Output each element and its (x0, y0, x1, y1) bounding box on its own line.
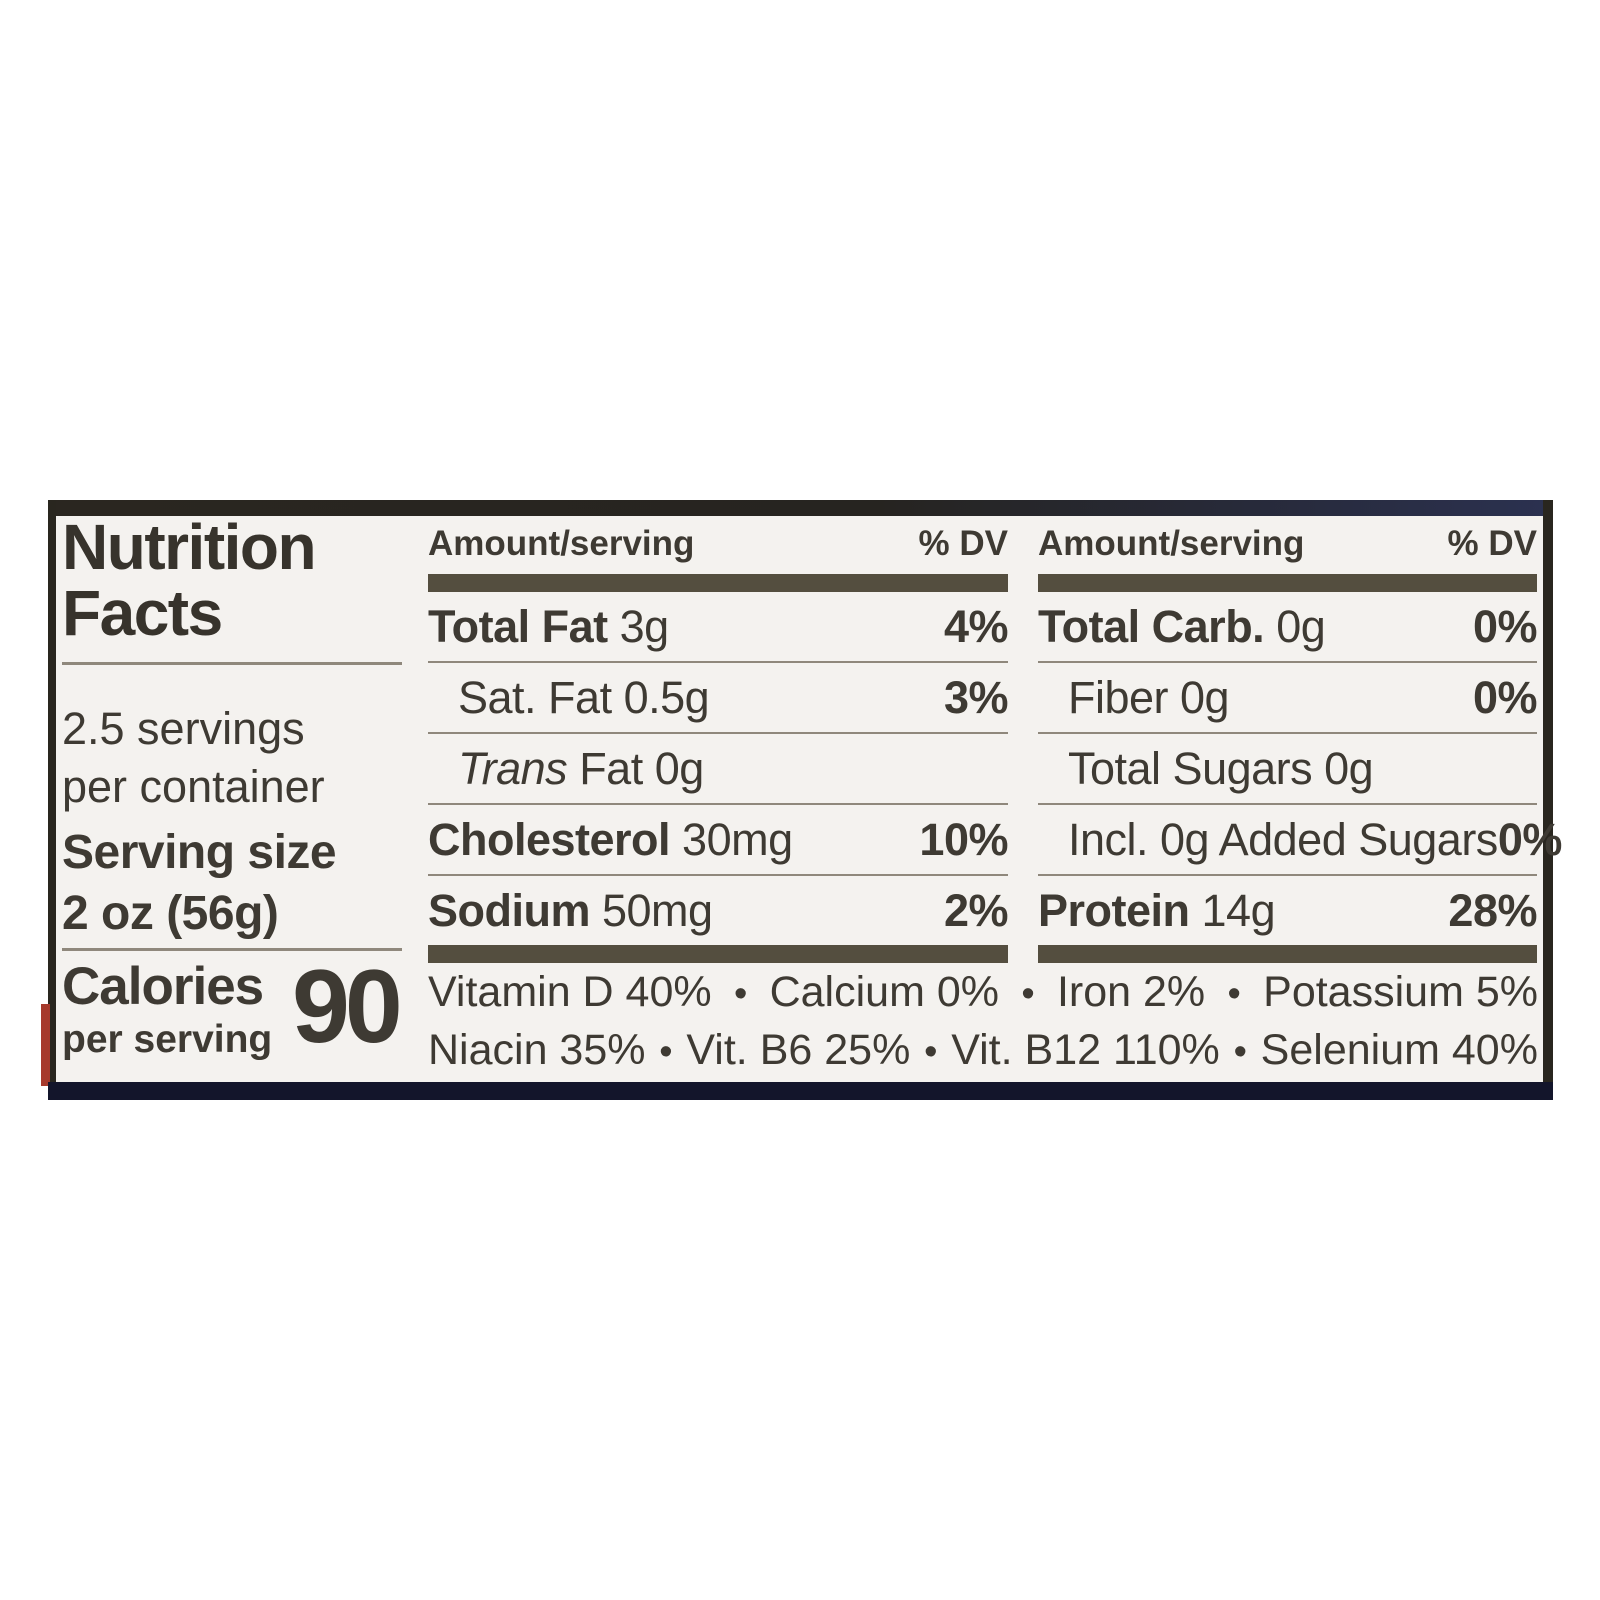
servings-count: 2.5 servings (62, 703, 305, 754)
nutrient-row-cholesterol: Cholesterol 30mg 10% (428, 805, 1008, 876)
nutrient-row-total-sugars: Total Sugars 0g (1038, 734, 1537, 805)
nutrient-name-bold: Total Fat (428, 600, 608, 652)
nutrient-row-added-sugars: Incl. 0g Added Sugars 0% (1038, 805, 1562, 876)
micronutrients-line2: Niacin 35% • Vit. B6 25% • Vit. B12 110%… (428, 1026, 1538, 1084)
label-edge-red-accent (41, 1004, 50, 1086)
bullet-separator: • (924, 1031, 938, 1073)
nutrient-dv: 28% (1448, 884, 1537, 936)
micronutrient-item: Vit. B6 25% (686, 1026, 911, 1074)
nutrient-name: Incl. 0g Added Sugars (1038, 814, 1498, 866)
nutrient-dv: 0% (1472, 600, 1538, 652)
label-title-line2: Facts (62, 577, 223, 649)
column1-bottom-bar (428, 945, 1008, 963)
column1-header-amount: Amount/serving (428, 524, 695, 563)
title-divider-rule (62, 662, 402, 665)
label-title: Nutrition Facts (62, 511, 317, 649)
column2-bottom-bar (1038, 945, 1537, 963)
nutrient-name-italic: Trans (458, 742, 568, 794)
nutrient-name-bold: Protein (1038, 884, 1190, 936)
nutrient-row-total-fat: Total Fat 3g 4% (428, 592, 1009, 663)
nutrient-row-protein: Protein 14g 28% (1038, 876, 1537, 945)
nutrient-dv: 10% (919, 813, 1008, 865)
micronutrient-item: Potassium 5% (1263, 968, 1538, 1016)
bullet-separator: • (659, 1031, 673, 1073)
calories-label: Calories (62, 957, 264, 1016)
nutrient-amount: 50mg (590, 884, 713, 936)
label-left-border (48, 500, 56, 1100)
nutrient-name: Fiber 0g (1038, 671, 1230, 724)
nutrient-amount: 14g (1189, 884, 1276, 936)
nutrient-dv: 4% (943, 600, 1009, 652)
column2-top-bar (1038, 574, 1537, 592)
nutrient-row-sat-fat: Sat. Fat 0.5g 3% (428, 663, 1009, 734)
serving-size: Serving size 2 oz (56g) (62, 822, 337, 944)
nutrient-dv: 2% (943, 884, 1009, 936)
nutrient-name: Total Carb. 0g (1038, 600, 1326, 653)
nutrient-row-trans-fat: Trans Fat 0g (428, 734, 1008, 805)
column1-header-dv: % DV (918, 524, 1008, 563)
nutrition-facts-label: Nutrition Facts 2.5 servings per contain… (41, 500, 1562, 1100)
nutrient-amount: Total Sugars 0g (1068, 742, 1374, 794)
column1-top-bar (428, 574, 1008, 592)
label-right-border (1543, 500, 1553, 1100)
column1-header: Amount/serving % DV (428, 524, 1008, 564)
calories-sublabel: per serving (62, 1018, 273, 1061)
micronutrient-item: Iron 2% (1056, 968, 1206, 1016)
micronutrient-item: Selenium 40% (1260, 1026, 1538, 1074)
nutrient-row-total-carb: Total Carb. 0g 0% (1038, 592, 1538, 663)
nutrient-name: Cholesterol 30mg (428, 814, 793, 866)
nutrient-amount: Fat 0g (567, 742, 704, 794)
nutrient-dv: 3% (943, 671, 1009, 723)
nutrient-amount: 30mg (670, 813, 793, 865)
label-bottom-strip (48, 1082, 1553, 1100)
column2-header: Amount/serving % DV (1038, 524, 1537, 564)
micronutrients-line1: Vitamin D 40% • Calcium 0% • Iron 2% • P… (428, 968, 1538, 1026)
nutrient-name: Sat. Fat 0.5g (428, 671, 710, 724)
nutrient-name: Trans Fat 0g (428, 743, 704, 795)
nutrient-name-bold: Sodium (428, 884, 591, 936)
micronutrient-item: Calcium 0% (769, 968, 999, 1016)
nutrient-row-fiber: Fiber 0g 0% (1038, 663, 1538, 734)
nutrient-name: Protein 14g (1038, 884, 1276, 937)
nutrient-name: Sodium 50mg (428, 885, 713, 937)
nutrient-amount: Sat. Fat 0.5g (458, 671, 710, 723)
label-title-line1: Nutrition (62, 511, 317, 583)
servings-per-container: 2.5 servings per container (62, 700, 325, 816)
micronutrient-item: Vit. B12 110% (951, 1026, 1220, 1074)
serving-size-label: Serving size (62, 826, 337, 879)
bullet-separator: • (733, 973, 748, 1015)
bullet-separator: • (1021, 973, 1035, 1015)
servings-unit: per container (62, 761, 325, 812)
micronutrient-item: Niacin 35% (428, 1026, 646, 1074)
label-top-border (48, 500, 1553, 516)
nutrient-row-sodium: Sodium 50mg 2% (428, 876, 1009, 945)
nutrient-amount: Fiber 0g (1068, 671, 1230, 723)
serving-size-value: 2 oz (56g) (62, 887, 279, 940)
column2-rows: Total Carb. 0g 0% Fiber 0g 0% Total Suga… (1038, 592, 1562, 945)
column1-rows: Total Fat 3g 4% Sat. Fat 0.5g 3% Trans F… (428, 592, 1009, 945)
bullet-separator: • (1233, 1031, 1247, 1073)
nutrient-name-bold: Cholesterol (428, 813, 671, 865)
nutrient-name-bold: Total Carb. (1038, 600, 1265, 652)
calories-value: 90 (292, 949, 403, 1065)
nutrient-amount: 0g (1264, 600, 1326, 652)
nutrient-name: Total Sugars 0g (1038, 742, 1374, 795)
column2-header-dv: % DV (1447, 524, 1537, 563)
nutrient-name: Total Fat 3g (428, 601, 669, 653)
column2-header-amount: Amount/serving (1038, 524, 1305, 563)
bullet-separator: • (1227, 973, 1241, 1015)
nutrient-amount: Incl. 0g Added Sugars (1068, 813, 1498, 865)
nutrient-dv: 0% (1472, 671, 1538, 723)
micronutrient-item: Vitamin D 40% (428, 968, 712, 1016)
micronutrients-section: Vitamin D 40% • Calcium 0% • Iron 2% • P… (428, 968, 1538, 1084)
nutrient-dv: 0% (1497, 813, 1563, 865)
nutrient-amount: 3g (607, 600, 670, 652)
serving-size-divider-rule (62, 948, 402, 951)
